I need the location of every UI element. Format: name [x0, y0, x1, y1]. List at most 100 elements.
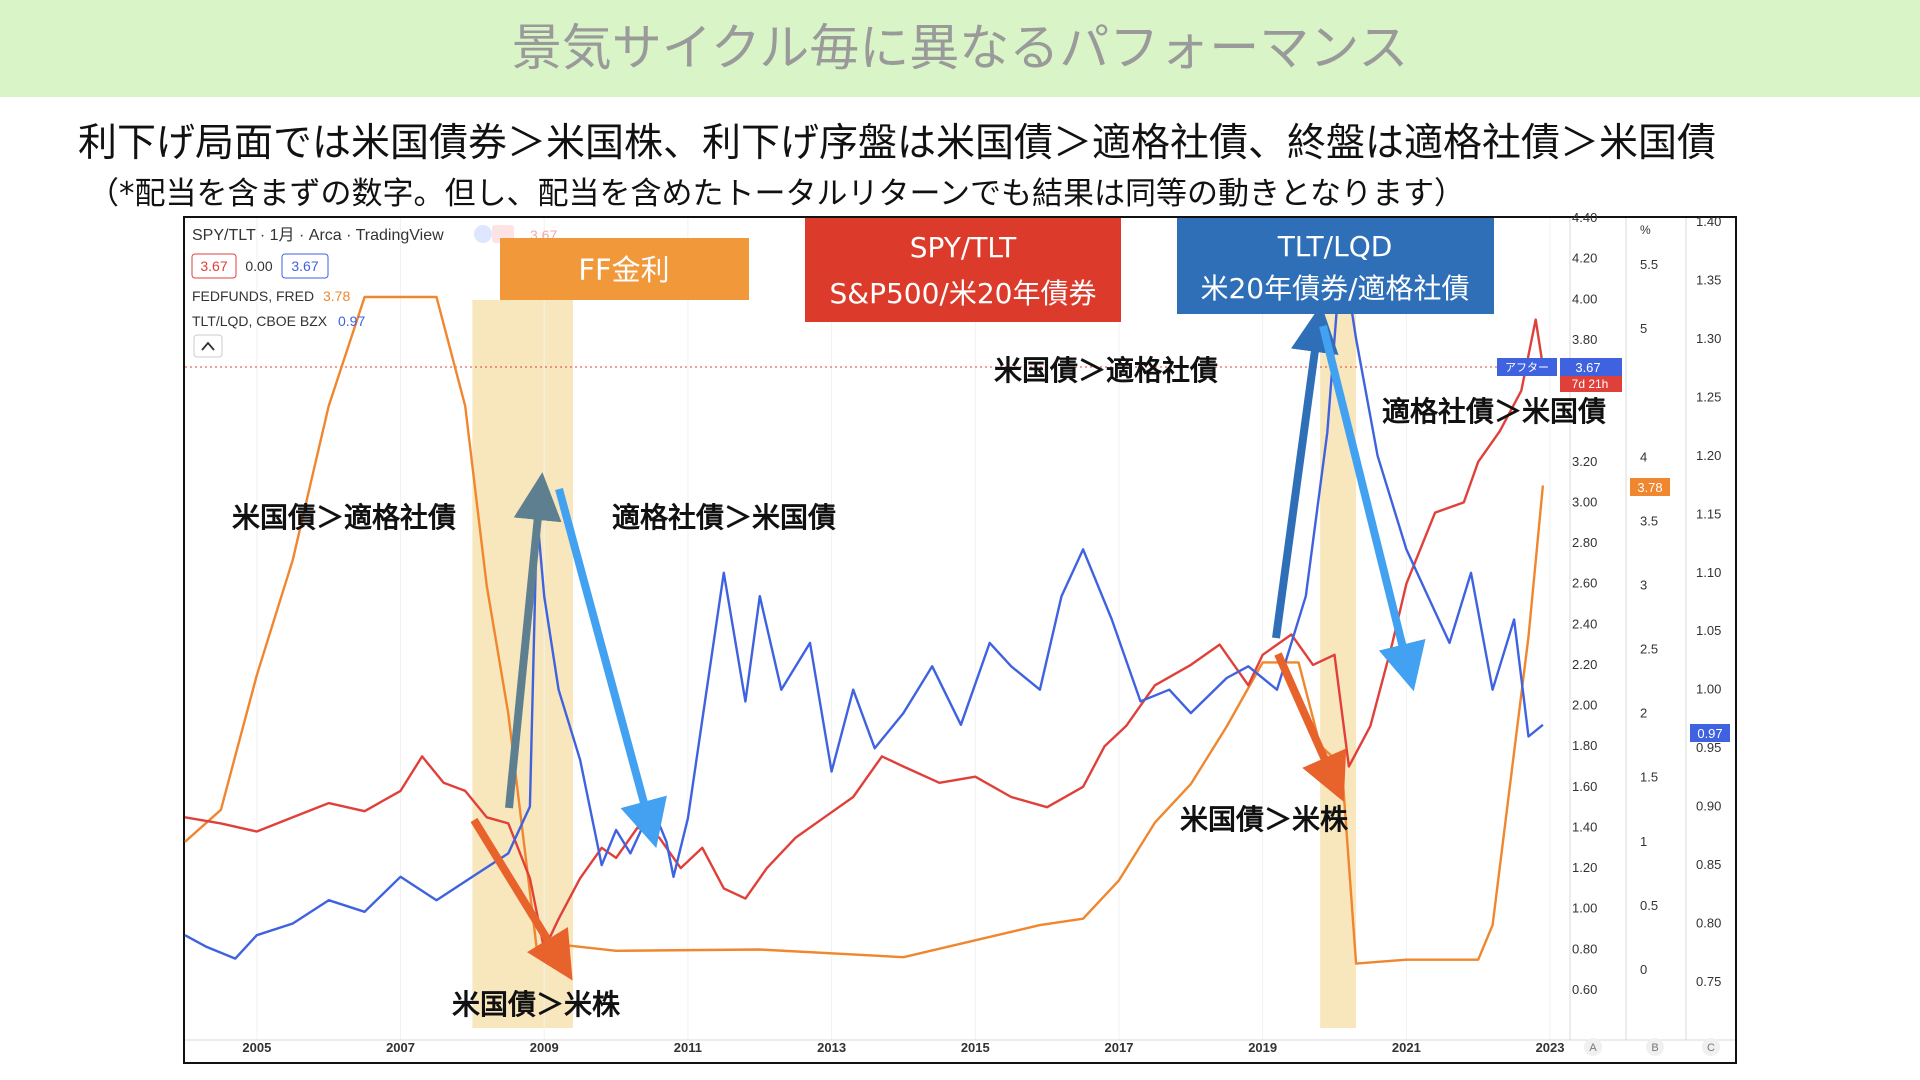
scale-button-b-label: B: [1651, 1042, 1658, 1054]
spy-axis-tick: 2.60: [1572, 576, 1597, 591]
recession-shade: [1320, 300, 1357, 1028]
spy-tlt-line: [184, 318, 1545, 951]
after-hours-tag: [1497, 358, 1557, 376]
chart-frame: [183, 216, 1737, 1064]
tltlqd-axis-tick: 1.40: [1696, 214, 1721, 229]
tltlqd-axis-tick: 0.95: [1696, 740, 1721, 755]
spy-axis-tick: 1.80: [1572, 738, 1597, 753]
arrow-down-spy-2008: [470, 817, 573, 981]
x-tick-label: 2005: [242, 1040, 271, 1055]
spy-axis-tick: 1.60: [1572, 779, 1597, 794]
x-tick-label: 2007: [386, 1040, 415, 1055]
spy-axis-tick: 4.40: [1572, 210, 1597, 225]
fed-axis-tick: 2: [1640, 706, 1647, 721]
indicator-tltlqd-value: 0.97: [338, 313, 365, 329]
after-hours-label: アフター: [1505, 361, 1549, 374]
annotation-label: 米国債＞米株: [452, 988, 621, 1021]
tltlqd-axis-tick: 1.00: [1696, 682, 1721, 697]
spy-tlt-box: [805, 218, 1121, 322]
fed-axis-tick: 3.5: [1640, 513, 1658, 528]
fed-axis-tick: 2.5: [1640, 642, 1658, 657]
annotation-label: 米国債＞米株: [1180, 803, 1349, 836]
symbol-line: SPY/TLT · 1月 · Arca · TradingView: [192, 227, 444, 244]
spy-axis-tick: 3.80: [1572, 332, 1597, 347]
tltlqd-axis-tick: 1.30: [1696, 331, 1721, 346]
spy-axis-tick: 2.20: [1572, 657, 1597, 672]
indicator-tltlqd-name[interactable]: TLT/LQD, CBOE BZX: [192, 313, 328, 329]
tltlqd-axis-tick: 1.20: [1696, 448, 1721, 463]
indicator-fedfunds-name[interactable]: FEDFUNDS, FRED: [192, 288, 314, 304]
dividend-note: （*配当を含まずの数字。但し、配当を含めたトータルリターンでも結果は同等の動きと…: [88, 176, 1466, 212]
fed-axis-tick: 0: [1640, 962, 1647, 977]
spy-axis-tick: 4.00: [1572, 291, 1597, 306]
spy-axis-tick: 2.80: [1572, 535, 1597, 550]
indicator-fedfunds-value: 3.78: [323, 288, 350, 304]
tlt-lqd-box-line1: TLT/LQD: [1277, 230, 1393, 263]
price-tag-value: 3.67: [1575, 360, 1600, 375]
spy-axis-tick: 4.20: [1572, 251, 1597, 266]
fed-axis-tick: 3: [1640, 577, 1647, 592]
spy-axis-tick: 3.00: [1572, 494, 1597, 509]
ff-rate-box-label: FF金利: [578, 253, 669, 287]
arrow-up-treasury-2008: [505, 472, 562, 809]
scale-button-a-label: A: [1589, 1042, 1597, 1054]
x-tick-label: 2013: [817, 1040, 846, 1055]
ohlc-close-box: [281, 253, 329, 279]
x-tick-label: 2015: [961, 1040, 990, 1055]
scale-button-c[interactable]: [1702, 1038, 1720, 1056]
fed-axis-tick: 0.5: [1640, 898, 1658, 913]
fed-axis-tick: 5.5: [1640, 257, 1658, 272]
ohlc-open-box: [191, 253, 237, 279]
x-tick-label: 2021: [1392, 1040, 1421, 1055]
scale-button-c-label: C: [1707, 1042, 1715, 1054]
x-tick-label: 2017: [1105, 1040, 1134, 1055]
x-tick-label: 2009: [530, 1040, 559, 1055]
spy-axis-tick: 1.40: [1572, 819, 1597, 834]
tltlqd-axis-tick: 0.80: [1696, 916, 1721, 931]
fed-axis-tick: 5: [1640, 321, 1647, 336]
tltlqd-tag: [1690, 724, 1730, 742]
x-tick-label: 2019: [1248, 1040, 1277, 1055]
title-banner: [0, 0, 1920, 97]
annotation-label: 米国債＞適格社債: [232, 501, 456, 534]
scale-button-a[interactable]: [1584, 1038, 1602, 1056]
theme-toggle-icon[interactable]: [474, 225, 492, 243]
tltlqd-axis-tick: 1.35: [1696, 272, 1721, 287]
fed-axis-tick: 1.5: [1640, 770, 1658, 785]
spy-axis-tick: 0.60: [1572, 982, 1597, 997]
x-tick-label: 2011: [674, 1040, 702, 1055]
annotation-label: 米国債＞適格社債: [994, 354, 1218, 387]
spy-tlt-box-line1: SPY/TLT: [910, 231, 1017, 264]
tltlqd-axis-tick: 0.75: [1696, 974, 1721, 989]
scale-button-b[interactable]: [1646, 1038, 1664, 1056]
tltlqd-axis-tick: 1.25: [1696, 389, 1721, 404]
spy-axis-tick: 3.20: [1572, 454, 1597, 469]
fed-axis-tick: 4: [1640, 449, 1647, 464]
fed-tag: [1630, 478, 1670, 496]
arrow-down-treasury-2009: [555, 487, 667, 849]
x-tick-label: 2023: [1536, 1040, 1565, 1055]
ohlc-close: 3.67: [291, 258, 318, 274]
tltlqd-axis-tick: 0.85: [1696, 857, 1721, 872]
collapse-legend-button[interactable]: [193, 334, 223, 358]
annotation-label: 適格社債＞米国債: [1382, 395, 1606, 428]
spy-tlt-box-line2: S&P500/米20年債券: [830, 277, 1097, 310]
spy-axis-tick: 1.00: [1572, 901, 1597, 916]
fed-axis-tick: 1: [1640, 834, 1647, 849]
spy-axis-tick: 2.40: [1572, 616, 1597, 631]
countdown-value: 7d 21h: [1572, 377, 1609, 391]
annotation-label: 適格社債＞米国債: [612, 501, 836, 534]
spy-axis-tick: 0.80: [1572, 941, 1597, 956]
tltlqd-axis-tick: 1.05: [1696, 623, 1721, 638]
ohlc-change: 0.00: [245, 258, 272, 274]
ff-rate-box: [500, 238, 749, 300]
spy-axis-tick: 1.20: [1572, 860, 1597, 875]
ohlc-open: 3.67: [200, 258, 227, 274]
arrow-up-treasury-2020: [1272, 304, 1339, 639]
fed-tag-value: 3.78: [1637, 480, 1662, 495]
tlt-lqd-box: [1177, 218, 1494, 314]
chevron-up-icon: [201, 341, 215, 351]
tltlqd-tag-value: 0.97: [1697, 726, 1722, 741]
fedfunds-line: [184, 295, 1545, 965]
tltlqd-axis-tick: 0.90: [1696, 799, 1721, 814]
